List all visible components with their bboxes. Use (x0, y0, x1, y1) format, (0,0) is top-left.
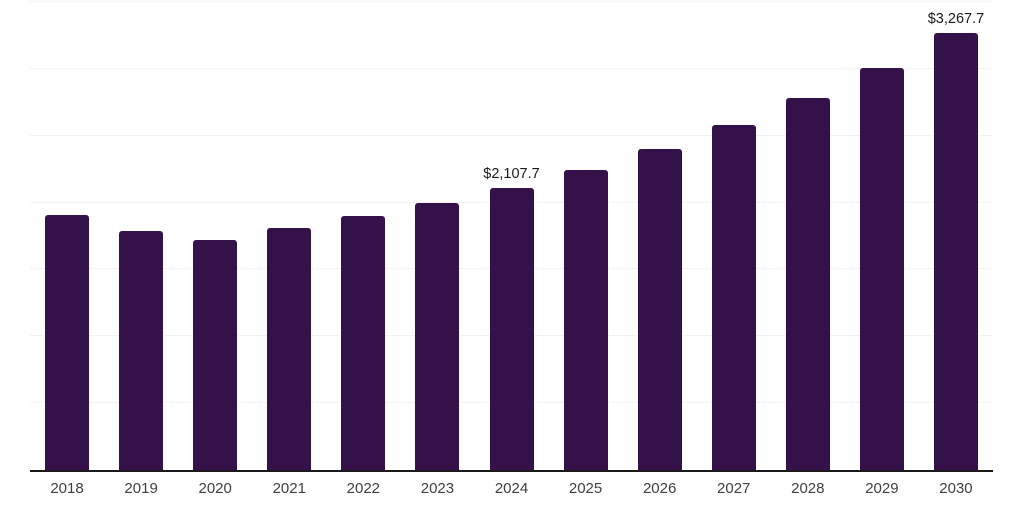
bar-2026 (637, 149, 682, 470)
data-label-2024: $2,107.7 (483, 166, 540, 183)
x-tick-label-2028: 2028 (791, 480, 825, 497)
x-tick-label-2029: 2029 (865, 480, 899, 497)
bar-2028 (785, 98, 830, 470)
bar-2023 (415, 203, 460, 470)
x-tick-label-2021: 2021 (272, 480, 306, 497)
x-tick-label-2030: 2030 (939, 480, 973, 497)
bar-2024 (489, 188, 534, 470)
bar-2030 (933, 33, 978, 470)
gridline (30, 134, 993, 136)
x-tick-label-2026: 2026 (642, 480, 677, 497)
data-label-2030: $3,267.7 (927, 11, 985, 28)
x-tick-label-2023: 2023 (420, 480, 455, 497)
gridline (30, 67, 993, 69)
gridline (30, 1, 993, 2)
bar-2019 (119, 230, 164, 470)
x-tick-label-2024: 2024 (494, 480, 529, 497)
x-tick-label-2018: 2018 (50, 480, 84, 497)
bar-2027 (711, 125, 756, 470)
x-tick-label-2027: 2027 (717, 480, 751, 497)
bar-2018 (45, 215, 90, 470)
x-tick-label-2019: 2019 (124, 480, 158, 497)
x-tick-label-2020: 2020 (198, 480, 232, 497)
bar-2021 (267, 227, 312, 470)
x-axis: 2018 2019 2020 2021 2022 2023 2024 2025 2026 2027… (30, 480, 993, 504)
bar-2022 (341, 215, 386, 470)
x-tick-label-2022: 2022 (346, 480, 381, 497)
bar-2029 (859, 67, 904, 470)
x-tick-label-2025: 2025 (568, 480, 603, 497)
bar-2025 (563, 169, 608, 470)
bar-2020 (193, 240, 238, 470)
plot-area: $2,107.7 $3,267.7 (30, 1, 993, 472)
